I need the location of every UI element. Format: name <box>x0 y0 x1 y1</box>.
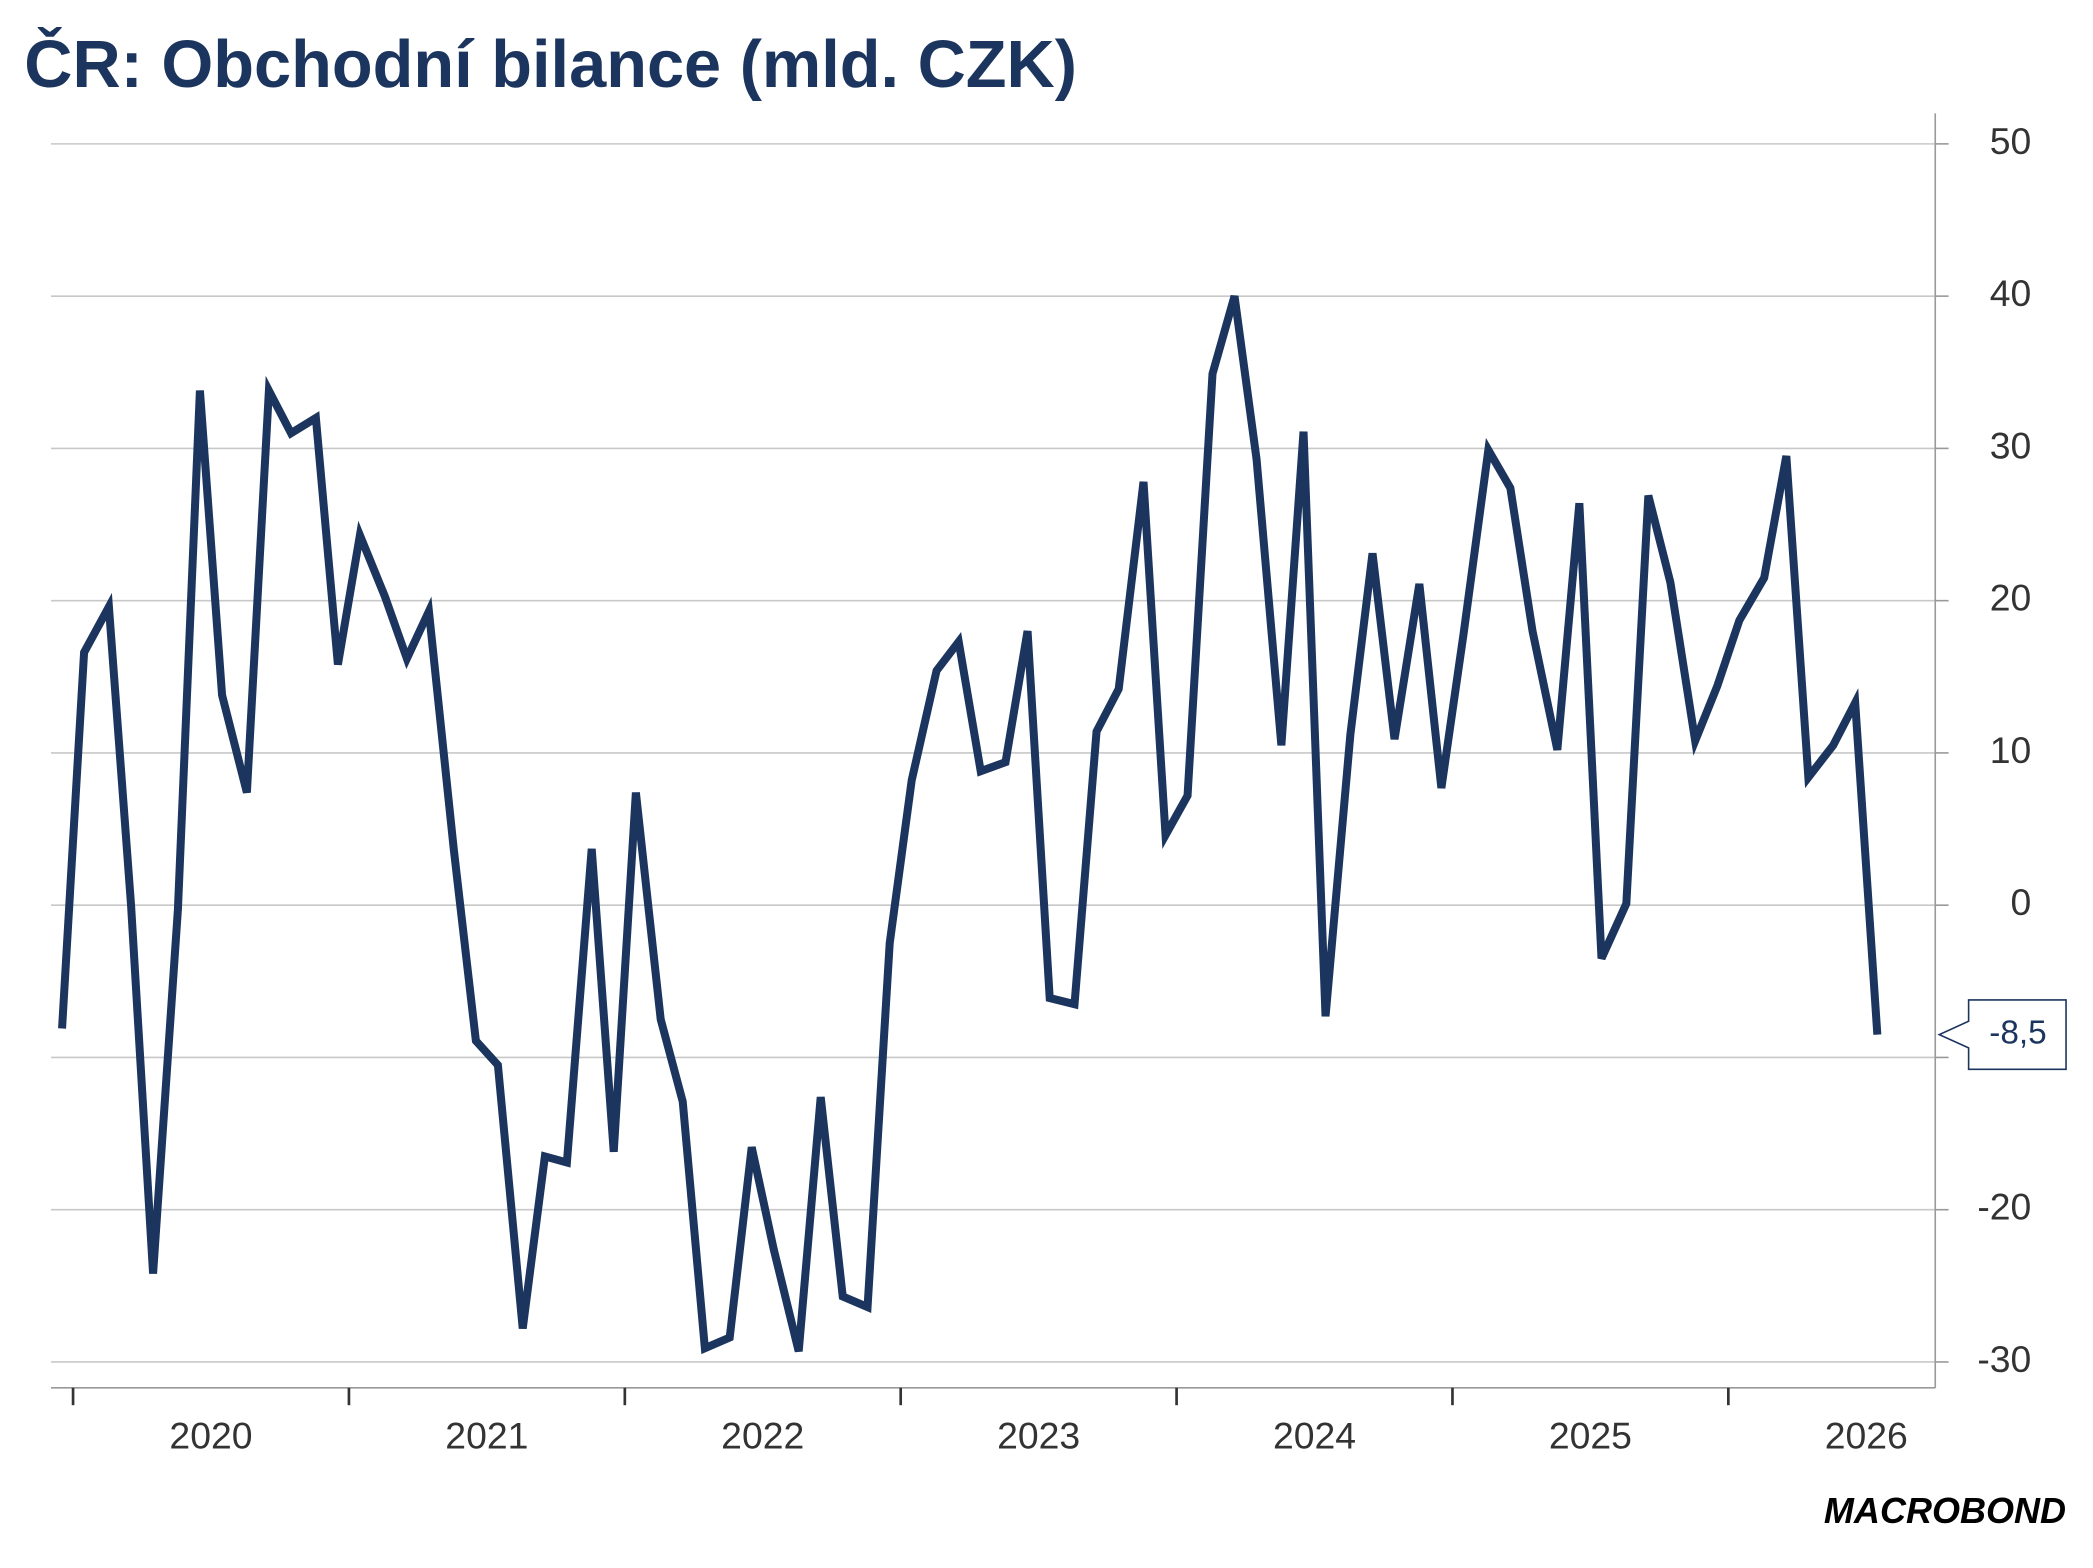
y-tick-label: 30 <box>1990 424 2032 466</box>
y-tick-label: 10 <box>1990 729 2032 771</box>
y-tick-label: -20 <box>1977 1186 2031 1228</box>
x-tick-label: 2021 <box>445 1414 528 1456</box>
y-tick-label: 0 <box>2011 881 2032 923</box>
value-callout <box>1937 999 2067 1071</box>
value-label: -8,5 <box>1989 1014 2046 1051</box>
x-tick-label: 2022 <box>721 1414 804 1456</box>
x-tick-label: 2025 <box>1549 1414 1632 1456</box>
x-tick-label: 2023 <box>997 1414 1080 1456</box>
chart-title: ČR: Obchodní bilance (mld. CZK) <box>24 27 1077 102</box>
line-series <box>58 295 1882 1355</box>
y-tick-label: 40 <box>1990 272 2032 314</box>
y-tick-label: 20 <box>1990 577 2032 619</box>
x-tick-label: 2024 <box>1273 1414 1356 1456</box>
y-tick-label: 50 <box>1990 120 2032 162</box>
y-tick-label: -30 <box>1977 1338 2031 1380</box>
x-tick-label: 2020 <box>169 1414 252 1456</box>
x-tick-label: 2026 <box>1825 1414 1908 1456</box>
source-logo: MACROBOND <box>1824 1490 2066 1531</box>
